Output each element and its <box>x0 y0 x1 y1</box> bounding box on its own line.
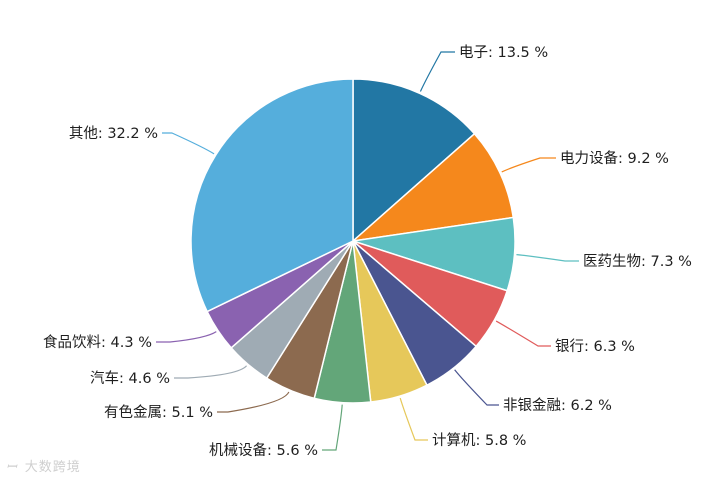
leader-line-5 <box>454 369 499 406</box>
slice-label-10: 食品饮料: 4.3 % <box>43 334 152 351</box>
leader-line-4 <box>495 320 551 347</box>
watermark-text: 大数跨境 <box>24 460 81 475</box>
leader-line-11 <box>162 132 215 155</box>
slice-label-11: 其他: 32.2 % <box>69 125 158 142</box>
pie-slice-2 <box>350 132 515 243</box>
leader-line-1 <box>419 51 455 92</box>
leader-line-10 <box>156 331 217 343</box>
leader-line-2 <box>501 157 556 173</box>
pie-slice-1 <box>352 78 476 243</box>
slice-label-5: 非银金融: 6.2 % <box>503 397 612 414</box>
slice-label-4: 银行: 6.3 % <box>555 338 635 355</box>
slice-label-8: 有色金属: 5.1 % <box>104 404 213 421</box>
slice-label-9: 汽车: 4.6 % <box>90 370 170 387</box>
slice-label-7: 机械设备: 5.6 % <box>209 442 318 459</box>
leader-line-3 <box>516 254 579 262</box>
slice-label-2: 电力设备: 9.2 % <box>560 150 669 167</box>
slice-label-1: 电子: 13.5 % <box>459 44 548 61</box>
slice-labels: 电子: 13.5 % 电力设备: 9.2 % 医药生物: 7.3 % 银行: 6.3 … <box>43 44 692 459</box>
pie-slices <box>190 78 516 404</box>
slice-label-3: 医药生物: 7.3 % <box>583 253 692 270</box>
watermark: ꟷ 大数跨境 <box>6 456 81 475</box>
leader-line-8 <box>217 391 290 413</box>
pie-slice-11 <box>190 78 354 313</box>
slice-label-6: 计算机: 5.8 % <box>432 432 526 449</box>
leader-line-7 <box>322 404 343 451</box>
leader-line-6 <box>399 397 428 441</box>
leader-lines <box>156 51 579 451</box>
leader-line-9 <box>174 365 248 379</box>
watermark-mark: ꟷ <box>6 460 18 475</box>
